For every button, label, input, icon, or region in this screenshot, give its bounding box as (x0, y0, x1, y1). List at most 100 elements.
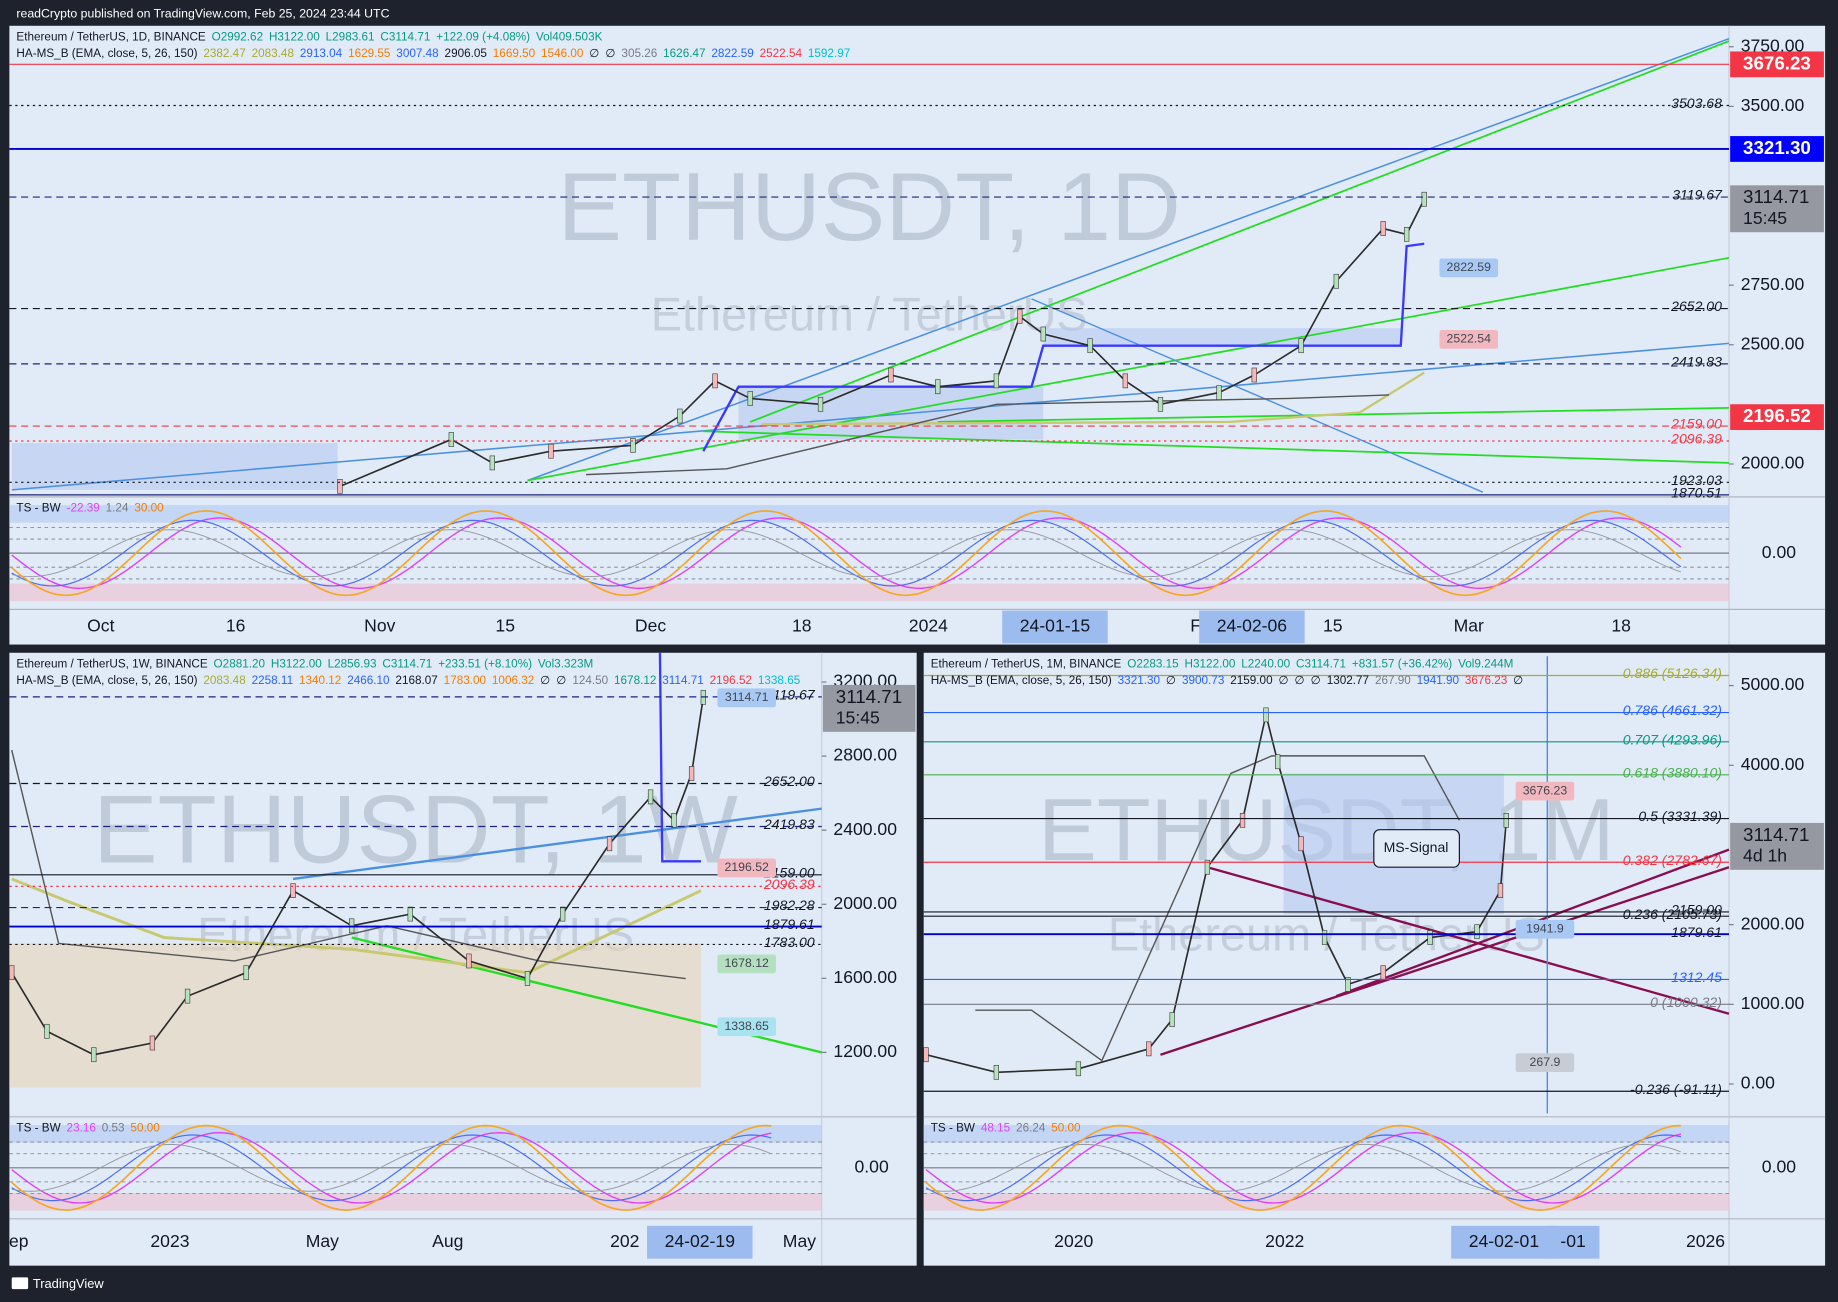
candle (1275, 754, 1281, 770)
time-label: 2020 (1054, 1231, 1093, 1251)
legend-item: 1941.90 (1417, 674, 1460, 687)
y-tick-label: 0.00 (1741, 1073, 1775, 1093)
legend-item: 1629.55 (348, 47, 391, 60)
drawing-line (975, 755, 1460, 1062)
candle (747, 391, 753, 406)
time-label: 202 (610, 1231, 639, 1251)
legend-item: ∅ (1166, 674, 1176, 687)
candle (1298, 338, 1304, 354)
legend-item: H3122.00 (1185, 658, 1236, 671)
legend-item: 1340.12 (299, 674, 341, 687)
candle (466, 953, 472, 969)
legend-item: 1006.32 (492, 674, 534, 687)
level-label: 1783.00 (764, 934, 815, 950)
legend-row: HA-MS_B (EMA, close, 5, 26, 150) 2382.47 2… (16, 47, 850, 60)
candle (1087, 338, 1093, 354)
level-label: 2419.83 (1670, 353, 1722, 369)
legend-item: ∅ (1311, 674, 1321, 687)
candle (548, 443, 554, 459)
tradingview-logo: TradingView (11, 1276, 104, 1291)
candle (606, 836, 613, 852)
candle (993, 373, 1000, 389)
level-label: -0.236 (-91.11) (1630, 1081, 1722, 1097)
osc-legend-item: TS - BW (16, 502, 61, 515)
legend-item: +122.09 (+4.08%) (436, 31, 530, 44)
legend-item: 124.50 (572, 674, 608, 687)
legend-item: C3114.71 (382, 658, 432, 671)
legend-item: 1783.00 (444, 674, 487, 687)
level-label: 2419.83 (763, 816, 815, 832)
osc-band-bottom (9, 583, 1729, 602)
time-highlight (1002, 610, 1108, 644)
legend-item: +233.51 (+8.10%) (438, 658, 532, 671)
legend-item: ∅ (1295, 674, 1305, 687)
osc-tick-label: 0.00 (855, 1156, 889, 1176)
legend-item: 1592.97 (808, 47, 850, 60)
legend-item: Vol9.244M (1458, 658, 1513, 671)
osc-line (925, 1143, 1682, 1192)
candle (1427, 930, 1433, 945)
legend-item: 2168.07 (395, 674, 437, 687)
candle (1474, 924, 1480, 939)
level-label: 3503.68 (1671, 95, 1722, 111)
time-label: -01 (1560, 1231, 1585, 1251)
watermark: ETHUSDT, 1W (93, 776, 738, 884)
osc-legend-item: 26.24 (1016, 1122, 1046, 1135)
osc-line (11, 517, 1682, 590)
y-tick-label: 2000.00 (1741, 913, 1805, 933)
legend-row: HA-MS_B (EMA, close, 5, 26, 150) 3321.30 ∅… (931, 674, 1524, 687)
drawing-line (1207, 866, 1730, 1015)
legend-item: 3114.71 (662, 674, 704, 687)
drawing-line (586, 394, 1390, 476)
time-highlight (1451, 1225, 1557, 1259)
candle (1380, 965, 1386, 981)
osc-tick-label: 0.00 (1762, 1156, 1796, 1176)
candle (9, 965, 15, 981)
time-label: Dec (635, 616, 666, 636)
time-label: 15 (1323, 616, 1343, 636)
legend-item: 2906.05 (445, 47, 488, 60)
osc-band-bottom (923, 1193, 1729, 1211)
candle (1421, 191, 1427, 207)
osc-legend-item: 50.00 (1051, 1122, 1081, 1135)
y-tick-label: 1000.00 (1741, 993, 1805, 1013)
osc-line (11, 1134, 772, 1202)
legend-item: 1678.12 (614, 674, 656, 687)
legend-item: 2522.54 (760, 47, 803, 60)
candle (149, 1035, 156, 1051)
price-tag (1730, 404, 1824, 431)
osc-legend-item: 0.53 (102, 1122, 125, 1135)
candle (993, 1064, 1000, 1080)
time-label: 18 (1611, 616, 1631, 636)
price-tag (1730, 185, 1824, 233)
osc-legend-item: 48.15 (981, 1122, 1011, 1135)
value-box (1515, 919, 1575, 939)
candle (712, 373, 718, 389)
price-tag (822, 684, 916, 732)
candle (817, 396, 824, 412)
panel-background (923, 652, 1826, 1266)
level-label: 3119.67 (1672, 187, 1723, 203)
drawing-line (11, 877, 702, 975)
candle (407, 906, 413, 922)
time-label: Aug (432, 1231, 463, 1251)
candle (1216, 385, 1222, 400)
level-label: 0.5 (3331.39) (1638, 808, 1722, 824)
candle (290, 883, 296, 898)
candle (888, 367, 894, 383)
level-label: 1870.51 (1671, 484, 1722, 500)
level-label: 1879.61 (1671, 924, 1722, 940)
drawing-line (1160, 866, 1730, 1056)
price-tag (1730, 822, 1824, 870)
value-box (717, 858, 776, 878)
candle (1157, 396, 1164, 412)
candle (1251, 367, 1257, 383)
osc-legend-item: 1.24 (106, 502, 129, 515)
legend-item: 3321.30 (1118, 674, 1161, 687)
legend-item: ∅ (1513, 674, 1523, 687)
time-label: 24-02-06 (1217, 616, 1287, 636)
price-tag-label: 3676.23 (1743, 52, 1811, 73)
y-tick-label: 2400.00 (833, 819, 897, 839)
